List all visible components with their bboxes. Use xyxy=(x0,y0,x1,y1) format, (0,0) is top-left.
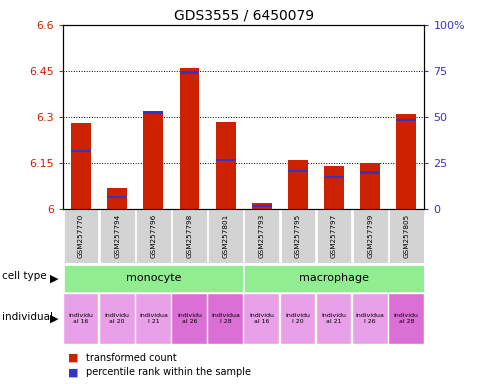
Bar xyxy=(323,176,343,178)
Bar xyxy=(323,166,343,209)
Title: GDS3555 / 6450079: GDS3555 / 6450079 xyxy=(173,8,313,22)
Text: GSM257799: GSM257799 xyxy=(366,214,372,258)
Bar xyxy=(244,209,279,263)
Bar xyxy=(107,188,127,209)
Text: individu
al 21: individu al 21 xyxy=(321,313,346,324)
Text: individual: individual xyxy=(2,312,53,322)
Text: individu
al 20: individu al 20 xyxy=(105,313,130,324)
Bar xyxy=(244,265,423,292)
Bar xyxy=(100,294,135,344)
Text: GSM257795: GSM257795 xyxy=(294,214,300,258)
Text: GSM257801: GSM257801 xyxy=(222,214,228,258)
Text: individua
l 21: individua l 21 xyxy=(138,313,167,324)
Bar xyxy=(251,205,271,207)
Bar xyxy=(179,71,199,74)
Text: ■: ■ xyxy=(68,353,78,363)
Text: GSM257796: GSM257796 xyxy=(150,214,156,258)
Text: transformed count: transformed count xyxy=(86,353,177,363)
Bar xyxy=(63,209,98,263)
Text: GSM257805: GSM257805 xyxy=(403,214,408,258)
Bar xyxy=(280,294,315,344)
Bar xyxy=(208,294,242,344)
Bar xyxy=(215,159,235,161)
Text: individu
al 26: individu al 26 xyxy=(177,313,202,324)
Bar xyxy=(388,294,423,344)
Text: GSM257798: GSM257798 xyxy=(186,214,192,258)
Bar xyxy=(63,265,242,292)
Text: GSM257793: GSM257793 xyxy=(258,214,264,258)
Bar xyxy=(287,160,307,209)
Bar xyxy=(360,163,379,209)
Bar xyxy=(215,122,235,209)
Bar xyxy=(100,209,135,263)
Bar xyxy=(71,123,91,209)
Text: GSM257770: GSM257770 xyxy=(78,214,84,258)
Bar xyxy=(107,196,127,198)
Text: monocyte: monocyte xyxy=(125,273,181,283)
Bar xyxy=(352,294,387,344)
Bar xyxy=(316,294,351,344)
Bar xyxy=(136,209,170,263)
Bar xyxy=(172,294,207,344)
Bar xyxy=(179,68,199,209)
Bar xyxy=(143,111,163,209)
Bar xyxy=(143,111,163,114)
Bar xyxy=(395,114,415,209)
Bar xyxy=(287,170,307,172)
Bar xyxy=(172,209,207,263)
Text: macrophage: macrophage xyxy=(299,273,368,283)
Bar xyxy=(208,209,242,263)
Bar xyxy=(136,294,170,344)
Text: individu
l 20: individu l 20 xyxy=(285,313,310,324)
Bar xyxy=(280,209,315,263)
Bar xyxy=(395,119,415,121)
Bar xyxy=(251,203,271,209)
Text: ▶: ▶ xyxy=(50,314,59,324)
Text: ▶: ▶ xyxy=(50,273,59,283)
Text: GSM257797: GSM257797 xyxy=(331,214,336,258)
Text: cell type: cell type xyxy=(2,271,47,281)
Bar xyxy=(63,294,98,344)
Bar xyxy=(244,294,279,344)
Text: GSM257794: GSM257794 xyxy=(114,214,120,258)
Text: percentile rank within the sample: percentile rank within the sample xyxy=(86,367,251,377)
Bar xyxy=(352,209,387,263)
Text: individua
l 28: individua l 28 xyxy=(211,313,240,324)
Text: individu
al 16: individu al 16 xyxy=(249,313,274,324)
Bar xyxy=(71,150,91,152)
Text: ■: ■ xyxy=(68,367,78,377)
Text: individu
al 16: individu al 16 xyxy=(68,313,93,324)
Bar xyxy=(316,209,351,263)
Bar xyxy=(360,171,379,174)
Text: individu
al 28: individu al 28 xyxy=(393,313,418,324)
Bar xyxy=(388,209,423,263)
Text: individua
l 26: individua l 26 xyxy=(355,313,384,324)
